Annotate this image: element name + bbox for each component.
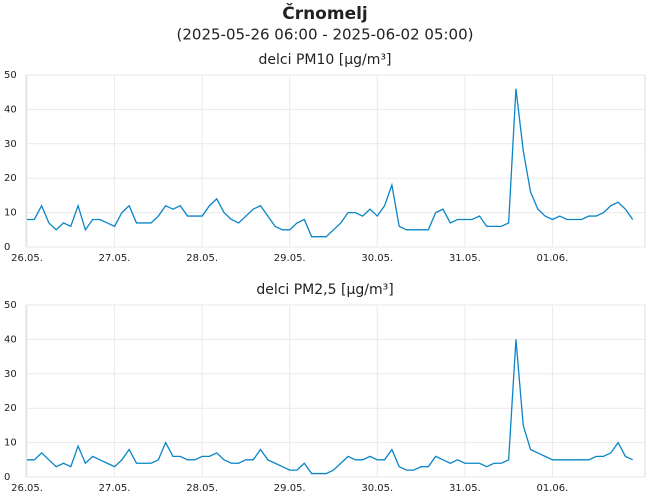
x-tick-label: 31.05. [449, 483, 481, 494]
x-tick-label: 01.06. [537, 253, 569, 264]
chart-title: delci PM10 [µg/m³] [259, 52, 392, 68]
page-subtitle: (2025-05-26 06:00 - 2025-06-02 05:00) [177, 26, 474, 44]
x-tick-label: 29.05. [274, 253, 306, 264]
y-tick-label: 40 [4, 104, 17, 115]
x-tick-label: 26.05. [11, 253, 43, 264]
plot-area [25, 74, 646, 248]
y-tick-label: 20 [4, 403, 17, 414]
x-tick-label: 28.05. [186, 253, 218, 264]
y-tick-label: 50 [4, 300, 17, 311]
chart-title: delci PM2,5 [µg/m³] [256, 282, 393, 298]
y-tick-label: 0 [4, 242, 10, 253]
data-line [27, 339, 633, 475]
x-tick-label: 31.05. [449, 253, 481, 264]
x-tick-label: 01.06. [537, 483, 569, 494]
x-tick-label: 29.05. [274, 483, 306, 494]
page-title: Črnomelj [282, 2, 368, 24]
x-tick-label: 26.05. [11, 483, 43, 494]
x-tick-label: 28.05. [186, 483, 218, 494]
y-tick-label: 10 [4, 208, 17, 219]
x-tick-label: 30.05. [361, 483, 393, 494]
x-tick-label: 27.05. [99, 483, 131, 494]
data-line [27, 88, 634, 238]
plot-area [25, 304, 646, 478]
y-tick-label: 30 [4, 139, 17, 150]
x-tick-label: 27.05. [99, 253, 131, 264]
y-tick-label: 50 [4, 70, 17, 81]
y-tick-label: 30 [4, 369, 17, 380]
y-tick-label: 0 [4, 472, 10, 483]
y-tick-label: 40 [4, 334, 17, 345]
x-tick-label: 30.05. [361, 253, 393, 264]
y-tick-label: 20 [4, 173, 17, 184]
y-tick-label: 10 [4, 438, 17, 449]
